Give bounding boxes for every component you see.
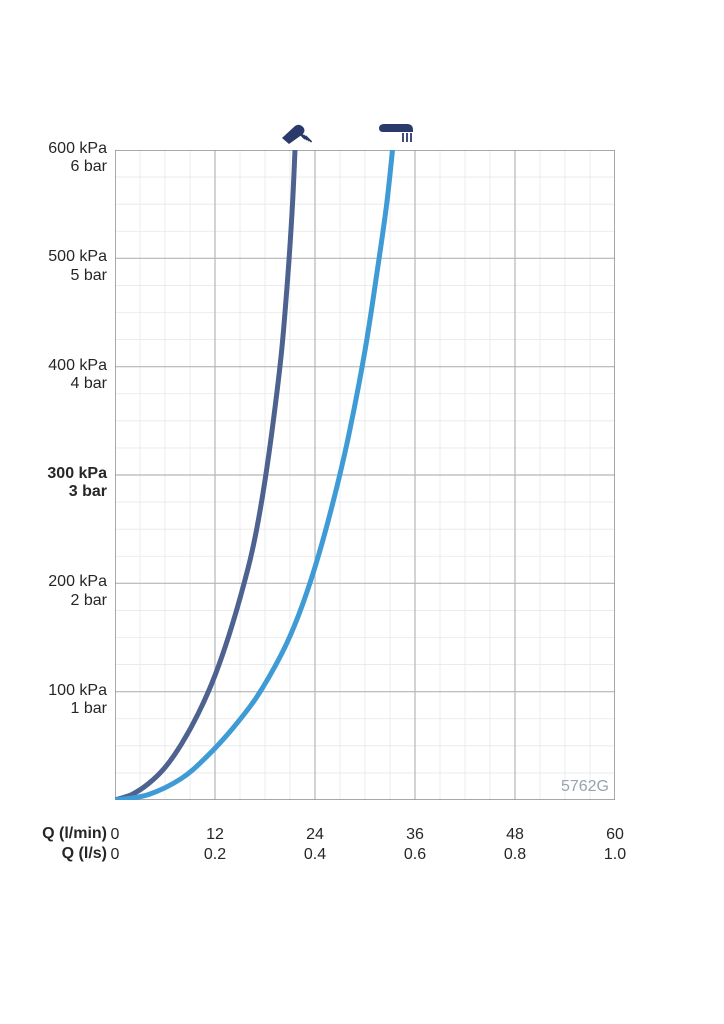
y-tick-bar: 6 bar (48, 158, 107, 176)
x-tick-lmin: 0 (111, 825, 120, 844)
x-tick-ls: 0.8 (504, 845, 526, 864)
x-tick-ls: 0.6 (404, 845, 426, 864)
y-tick-label: 100 kPa1 bar (48, 682, 107, 719)
x-tick-lmin: 24 (306, 825, 324, 844)
y-tick-bar: 3 bar (47, 483, 107, 501)
y-tick-label: 400 kPa4 bar (48, 357, 107, 394)
x-tick-lmin: 60 (606, 825, 624, 844)
page: 600 kPa6 bar 500 kPa5 bar 400 kPa4 bar 300 … (0, 0, 724, 1024)
y-tick-kpa: 500 kPa (48, 248, 107, 266)
plot-area (115, 150, 615, 800)
x-tick-ls: 0.2 (204, 845, 226, 864)
y-tick-kpa: 400 kPa (48, 357, 107, 375)
x-tick-ls: 1.0 (604, 845, 626, 864)
y-tick-label: 500 kPa5 bar (48, 248, 107, 285)
x-tick-ls: 0.4 (304, 845, 326, 864)
y-tick-bar: 4 bar (48, 375, 107, 393)
shower-handheld-icon (279, 124, 313, 146)
y-tick-label: 600 kPa6 bar (48, 140, 107, 177)
y-tick-bar: 2 bar (48, 592, 107, 610)
y-tick-kpa: 200 kPa (48, 573, 107, 591)
x-tick-lmin: 48 (506, 825, 524, 844)
shower-overhead-icon (377, 124, 415, 144)
x-tick-ls: 0 (111, 845, 120, 864)
y-tick-label: 200 kPa2 bar (48, 573, 107, 610)
x-tick-lmin: 12 (206, 825, 224, 844)
y-tick-kpa: 300 kPa (47, 465, 107, 483)
x-axis-title-ls: Q (l/s) (62, 845, 107, 863)
model-code: 5762G (561, 778, 609, 796)
y-tick-kpa: 600 kPa (48, 140, 107, 158)
y-tick-bar: 5 bar (48, 267, 107, 285)
y-tick-label: 300 kPa3 bar (47, 465, 107, 502)
y-tick-kpa: 100 kPa (48, 682, 107, 700)
y-tick-bar: 1 bar (48, 700, 107, 718)
x-axis-title-lmin: Q (l/min) (42, 825, 107, 843)
x-tick-lmin: 36 (406, 825, 424, 844)
